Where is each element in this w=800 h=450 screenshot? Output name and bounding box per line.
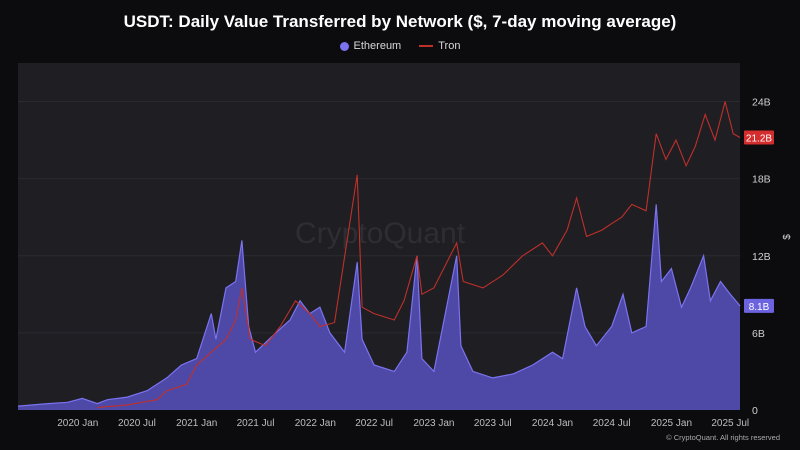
y-axis-label: $ — [782, 234, 793, 240]
y-tick-label: 6B — [752, 328, 765, 340]
watermark-text: CryptoQuant — [295, 217, 466, 250]
legend-item-ethereum[interactable]: Ethereum — [339, 40, 402, 52]
x-tick-label: 2023 Jan — [413, 418, 454, 429]
copyright-footer: © CryptoQuant. All rights reserved — [666, 433, 780, 442]
x-tick-label: 2021 Jan — [176, 418, 217, 429]
tron-last-value-badge-background — [744, 130, 774, 145]
ethereum-last-value-badge-text: 8.1B — [749, 302, 770, 313]
y-tick-label: 0 — [752, 405, 758, 417]
series-tron-line — [97, 101, 741, 408]
x-tick-label: 2020 Jan — [57, 418, 98, 429]
y-tick-label: 24B — [752, 97, 771, 109]
legend-tron-label: Tron — [438, 40, 461, 52]
x-tick-label: 2022 Jan — [295, 418, 336, 429]
legend-tron-line-icon — [419, 45, 434, 47]
x-tick-label: 2024 Jul — [593, 418, 631, 429]
x-tick-label: 2020 Jul — [118, 418, 156, 429]
x-tick-label: 2025 Jan — [651, 418, 692, 429]
tron-last-value-badge-text: 21.2B — [746, 134, 772, 145]
chart-legend: Ethereum Tron — [0, 40, 800, 52]
chart-title: USDT: Daily Value Transferred by Network… — [123, 12, 677, 31]
x-tick-label: 2022 Jul — [355, 418, 393, 429]
y-tick-label: 18B — [752, 174, 771, 186]
y-tick-label: 12B — [752, 251, 771, 263]
x-tick-label: 2021 Jul — [237, 418, 275, 429]
x-tick-label: 2025 Jul — [711, 418, 749, 429]
legend-ethereum-label: Ethereum — [353, 40, 402, 52]
series-ethereum-line — [17, 204, 741, 407]
x-tick-label: 2023 Jul — [474, 418, 512, 429]
legend-item-tron[interactable]: Tron — [419, 40, 460, 52]
ethereum-last-value-badge-background — [744, 298, 774, 313]
legend-ethereum-dot-icon — [339, 41, 349, 51]
series-ethereum-area — [18, 204, 740, 410]
x-tick-label: 2024 Jan — [532, 418, 573, 429]
